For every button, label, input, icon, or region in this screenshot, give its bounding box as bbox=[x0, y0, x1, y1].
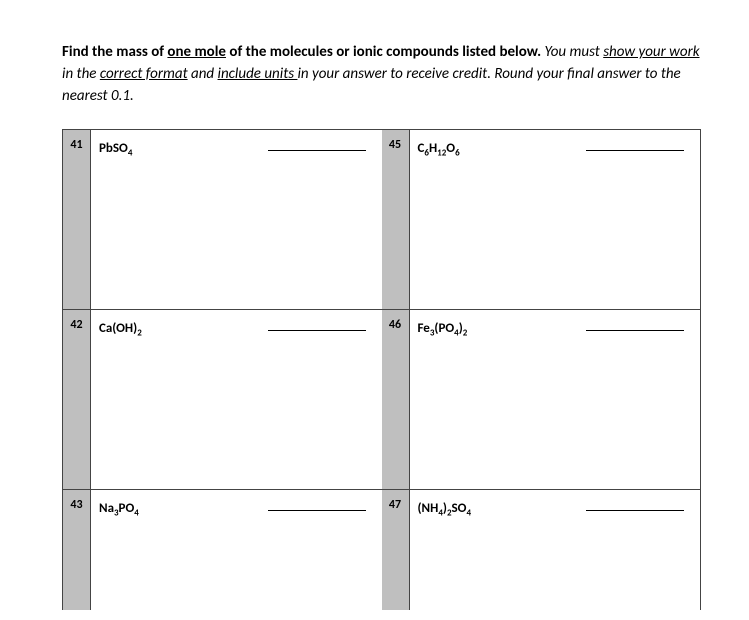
answer-blank[interactable] bbox=[586, 150, 684, 151]
chemical-formula: Na3PO4 bbox=[99, 501, 139, 516]
grid-row: 43 Na3PO4 47 (NH4)2SO4 bbox=[63, 490, 700, 610]
problem-number: 42 bbox=[63, 310, 91, 489]
problem-number: 45 bbox=[382, 130, 410, 309]
problem-number: 43 bbox=[63, 490, 91, 610]
problem-cell: Fe3(PO4)2 bbox=[410, 310, 701, 489]
grid-row: 42 Ca(OH)2 46 Fe3(PO4)2 bbox=[63, 310, 700, 490]
instr-bold-tail: of the molecules or ionic compounds list… bbox=[226, 43, 541, 61]
chemical-formula: PbSO4 bbox=[99, 141, 132, 156]
grid-row: 41 PbSO4 45 C6H12O6 bbox=[63, 130, 700, 310]
instr-show-work: show your work bbox=[603, 43, 699, 61]
answer-blank[interactable] bbox=[268, 510, 366, 511]
instr-bold-lead: Find the mass of bbox=[62, 43, 167, 61]
instructions-block: Find the mass of one mole of the molecul… bbox=[62, 42, 701, 107]
problem-cell: PbSO4 bbox=[91, 130, 382, 309]
chemical-formula: Ca(OH)2 bbox=[99, 321, 142, 336]
problem-cell: Ca(OH)2 bbox=[91, 310, 382, 489]
answer-blank[interactable] bbox=[586, 510, 684, 511]
worksheet-page: Find the mass of one mole of the molecul… bbox=[0, 0, 749, 610]
problem-cell: C6H12O6 bbox=[410, 130, 701, 309]
problem-cell: (NH4)2SO4 bbox=[410, 490, 701, 610]
answer-blank[interactable] bbox=[268, 330, 366, 331]
problem-number: 46 bbox=[382, 310, 410, 489]
problems-grid: 41 PbSO4 45 C6H12O6 42 Ca(OH)2 46 Fe3(PO… bbox=[62, 129, 701, 610]
chemical-formula: C6H12O6 bbox=[418, 141, 460, 156]
chemical-formula: (NH4)2SO4 bbox=[418, 501, 472, 516]
instr-correct-format: correct format bbox=[100, 65, 188, 83]
answer-blank[interactable] bbox=[586, 330, 684, 331]
instr-include-units: include units bbox=[218, 65, 298, 83]
problem-number: 47 bbox=[382, 490, 410, 610]
answer-blank[interactable] bbox=[268, 150, 366, 151]
instr-one-mole: one mole bbox=[167, 43, 226, 61]
instr-mid2: and bbox=[188, 65, 218, 83]
instr-italic-lead: You must bbox=[541, 43, 603, 61]
instr-mid1: in the bbox=[62, 65, 100, 83]
chemical-formula: Fe3(PO4)2 bbox=[418, 321, 468, 336]
problem-number: 41 bbox=[63, 130, 91, 309]
problem-cell: Na3PO4 bbox=[91, 490, 382, 610]
